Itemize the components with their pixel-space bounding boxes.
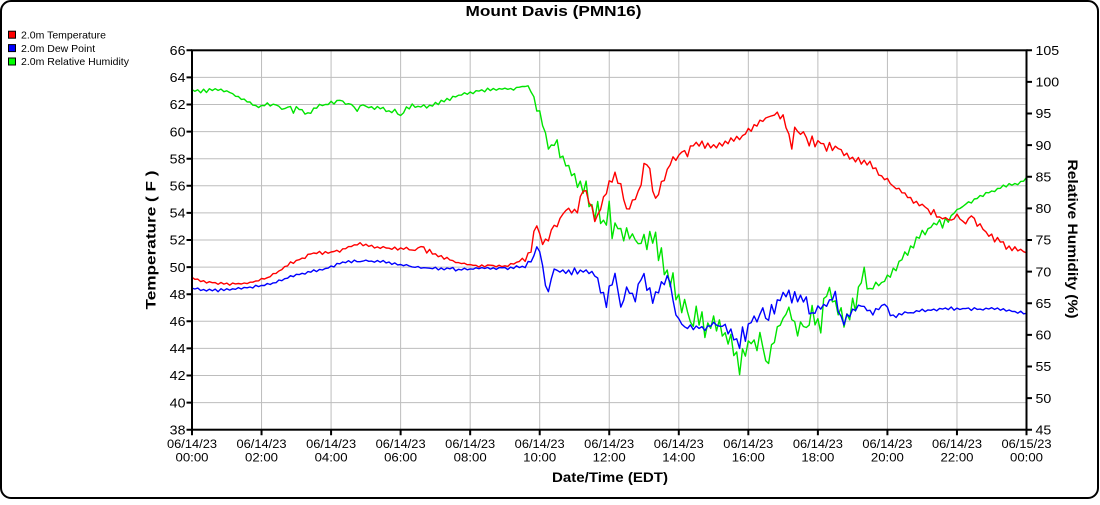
svg-text:02:00: 02:00 (245, 453, 278, 465)
svg-text:64: 64 (170, 70, 186, 85)
svg-text:42: 42 (170, 368, 186, 383)
svg-text:06/14/23: 06/14/23 (723, 439, 773, 451)
svg-text:Relative Humidity (%): Relative Humidity (%) (1065, 160, 1081, 319)
svg-text:66: 66 (170, 43, 186, 58)
svg-text:60: 60 (170, 124, 186, 139)
svg-text:14:00: 14:00 (662, 453, 695, 465)
svg-text:50: 50 (170, 260, 186, 275)
svg-text:06/14/23: 06/14/23 (932, 439, 982, 451)
svg-text:06/14/23: 06/14/23 (515, 439, 565, 451)
svg-text:75: 75 (1036, 233, 1052, 248)
svg-text:00:00: 00:00 (176, 453, 209, 465)
svg-text:22:00: 22:00 (941, 453, 974, 465)
svg-text:Mount Davis (PMN16): Mount Davis (PMN16) (466, 4, 642, 20)
svg-text:06:00: 06:00 (384, 453, 417, 465)
svg-text:2.0m Relative Humidity: 2.0m Relative Humidity (21, 56, 130, 68)
svg-text:60: 60 (1036, 328, 1052, 343)
svg-text:06/14/23: 06/14/23 (376, 439, 426, 451)
svg-text:16:00: 16:00 (732, 453, 765, 465)
svg-text:62: 62 (170, 97, 186, 112)
svg-text:08:00: 08:00 (454, 453, 487, 465)
svg-text:90: 90 (1036, 138, 1052, 153)
svg-text:Date/Time (EDT): Date/Time (EDT) (552, 469, 668, 485)
svg-text:10:00: 10:00 (523, 453, 556, 465)
svg-text:06/14/23: 06/14/23 (862, 439, 912, 451)
svg-text:56: 56 (170, 179, 186, 194)
svg-text:06/15/23: 06/15/23 (1002, 439, 1052, 451)
svg-text:100: 100 (1036, 75, 1060, 90)
svg-text:105: 105 (1036, 43, 1060, 58)
svg-text:18:00: 18:00 (801, 453, 834, 465)
svg-text:46: 46 (170, 314, 186, 329)
svg-text:06/14/23: 06/14/23 (237, 439, 287, 451)
svg-text:58: 58 (170, 151, 186, 166)
svg-text:85: 85 (1036, 170, 1052, 185)
svg-text:52: 52 (170, 233, 186, 248)
svg-text:80: 80 (1036, 201, 1052, 216)
svg-text:06/14/23: 06/14/23 (445, 439, 495, 451)
svg-text:65: 65 (1036, 296, 1052, 311)
svg-text:54: 54 (170, 206, 186, 221)
svg-text:48: 48 (170, 287, 186, 302)
svg-text:06/14/23: 06/14/23 (584, 439, 634, 451)
svg-text:50: 50 (1036, 391, 1052, 406)
svg-text:2.0m Temperature: 2.0m Temperature (21, 29, 106, 41)
svg-text:00:00: 00:00 (1010, 453, 1043, 465)
svg-text:70: 70 (1036, 264, 1052, 279)
svg-text:55: 55 (1036, 359, 1052, 374)
svg-text:06/14/23: 06/14/23 (306, 439, 356, 451)
svg-text:20:00: 20:00 (871, 453, 904, 465)
svg-text:06/14/23: 06/14/23 (167, 439, 217, 451)
svg-text:06/14/23: 06/14/23 (793, 439, 843, 451)
svg-text:12:00: 12:00 (593, 453, 626, 465)
svg-text:Temperature ( F ): Temperature ( F ) (143, 171, 159, 310)
svg-text:40: 40 (170, 395, 186, 410)
svg-text:95: 95 (1036, 106, 1052, 121)
svg-text:44: 44 (170, 341, 186, 356)
svg-text:45: 45 (1036, 422, 1052, 437)
svg-text:38: 38 (170, 422, 186, 437)
svg-text:2.0m Dew Point: 2.0m Dew Point (21, 43, 95, 55)
svg-text:04:00: 04:00 (315, 453, 348, 465)
svg-text:06/14/23: 06/14/23 (654, 439, 704, 451)
